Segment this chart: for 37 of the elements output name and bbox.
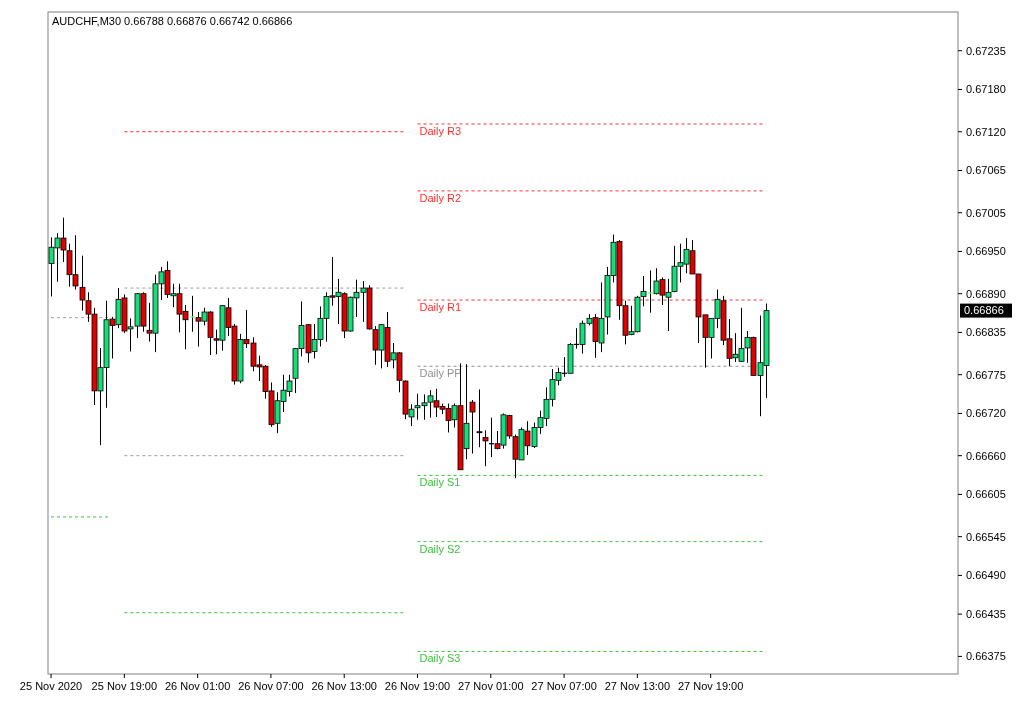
y-tick-label: 0.67005: [966, 206, 1006, 219]
y-tick-label: 0.66605: [966, 488, 1006, 501]
series-label: Daily R3: [419, 124, 462, 137]
candlestick: [482, 429, 489, 467]
series-label: Daily R2: [419, 191, 462, 204]
y-tick-label: 0.67235: [966, 44, 1006, 57]
y-tick-label: 0.66890: [966, 287, 1006, 300]
y-tick-label: 0.66545: [966, 530, 1006, 543]
y-tick-label: 0.67065: [966, 164, 1006, 177]
y-tick-label: 0.66660: [966, 449, 1006, 462]
y-tick-label: 0.67120: [966, 125, 1006, 138]
x-tick-label: 26 Nov 13:00: [311, 680, 377, 692]
x-tick-label: 25 Nov 2020: [19, 680, 83, 692]
series-label: Daily S2: [419, 542, 461, 555]
x-tick-label: 26 Nov 19:00: [384, 680, 451, 692]
y-tick-label: 0.66375: [966, 650, 1006, 663]
y-tick-label: 0.66720: [966, 407, 1006, 420]
x-tick-label: 26 Nov 07:00: [238, 680, 304, 692]
candlestick: [469, 399, 476, 455]
y-tick-label: 0.66835: [966, 326, 1006, 339]
y-tick-label: 0.66490: [966, 569, 1006, 582]
chart-title: AUDCHF,M30 0.66788 0.66876 0.66742 0.66866: [52, 15, 293, 27]
y-tick-label: 0.66435: [966, 607, 1006, 620]
x-tick-label: 25 Nov 19:00: [91, 680, 158, 692]
y-tick-label: 0.66950: [966, 245, 1006, 258]
x-tick-label: 27 Nov 07:00: [531, 680, 597, 692]
x-tick-label: 27 Nov 19:00: [677, 680, 744, 692]
series-label: Daily S3: [419, 652, 461, 665]
series-label: Daily S1: [419, 476, 461, 489]
x-tick-label: 27 Nov 13:00: [604, 680, 671, 692]
series-label: Daily R1: [419, 301, 462, 314]
y-tick-label: 0.67180: [966, 83, 1006, 96]
candlestick: [476, 388, 483, 448]
x-tick-label: 26 Nov 01:00: [164, 680, 231, 692]
text: 0.66866: [964, 304, 1004, 317]
x-tick-label: 27 Nov 01:00: [458, 680, 524, 692]
y-tick-label: 0.66775: [966, 368, 1006, 381]
